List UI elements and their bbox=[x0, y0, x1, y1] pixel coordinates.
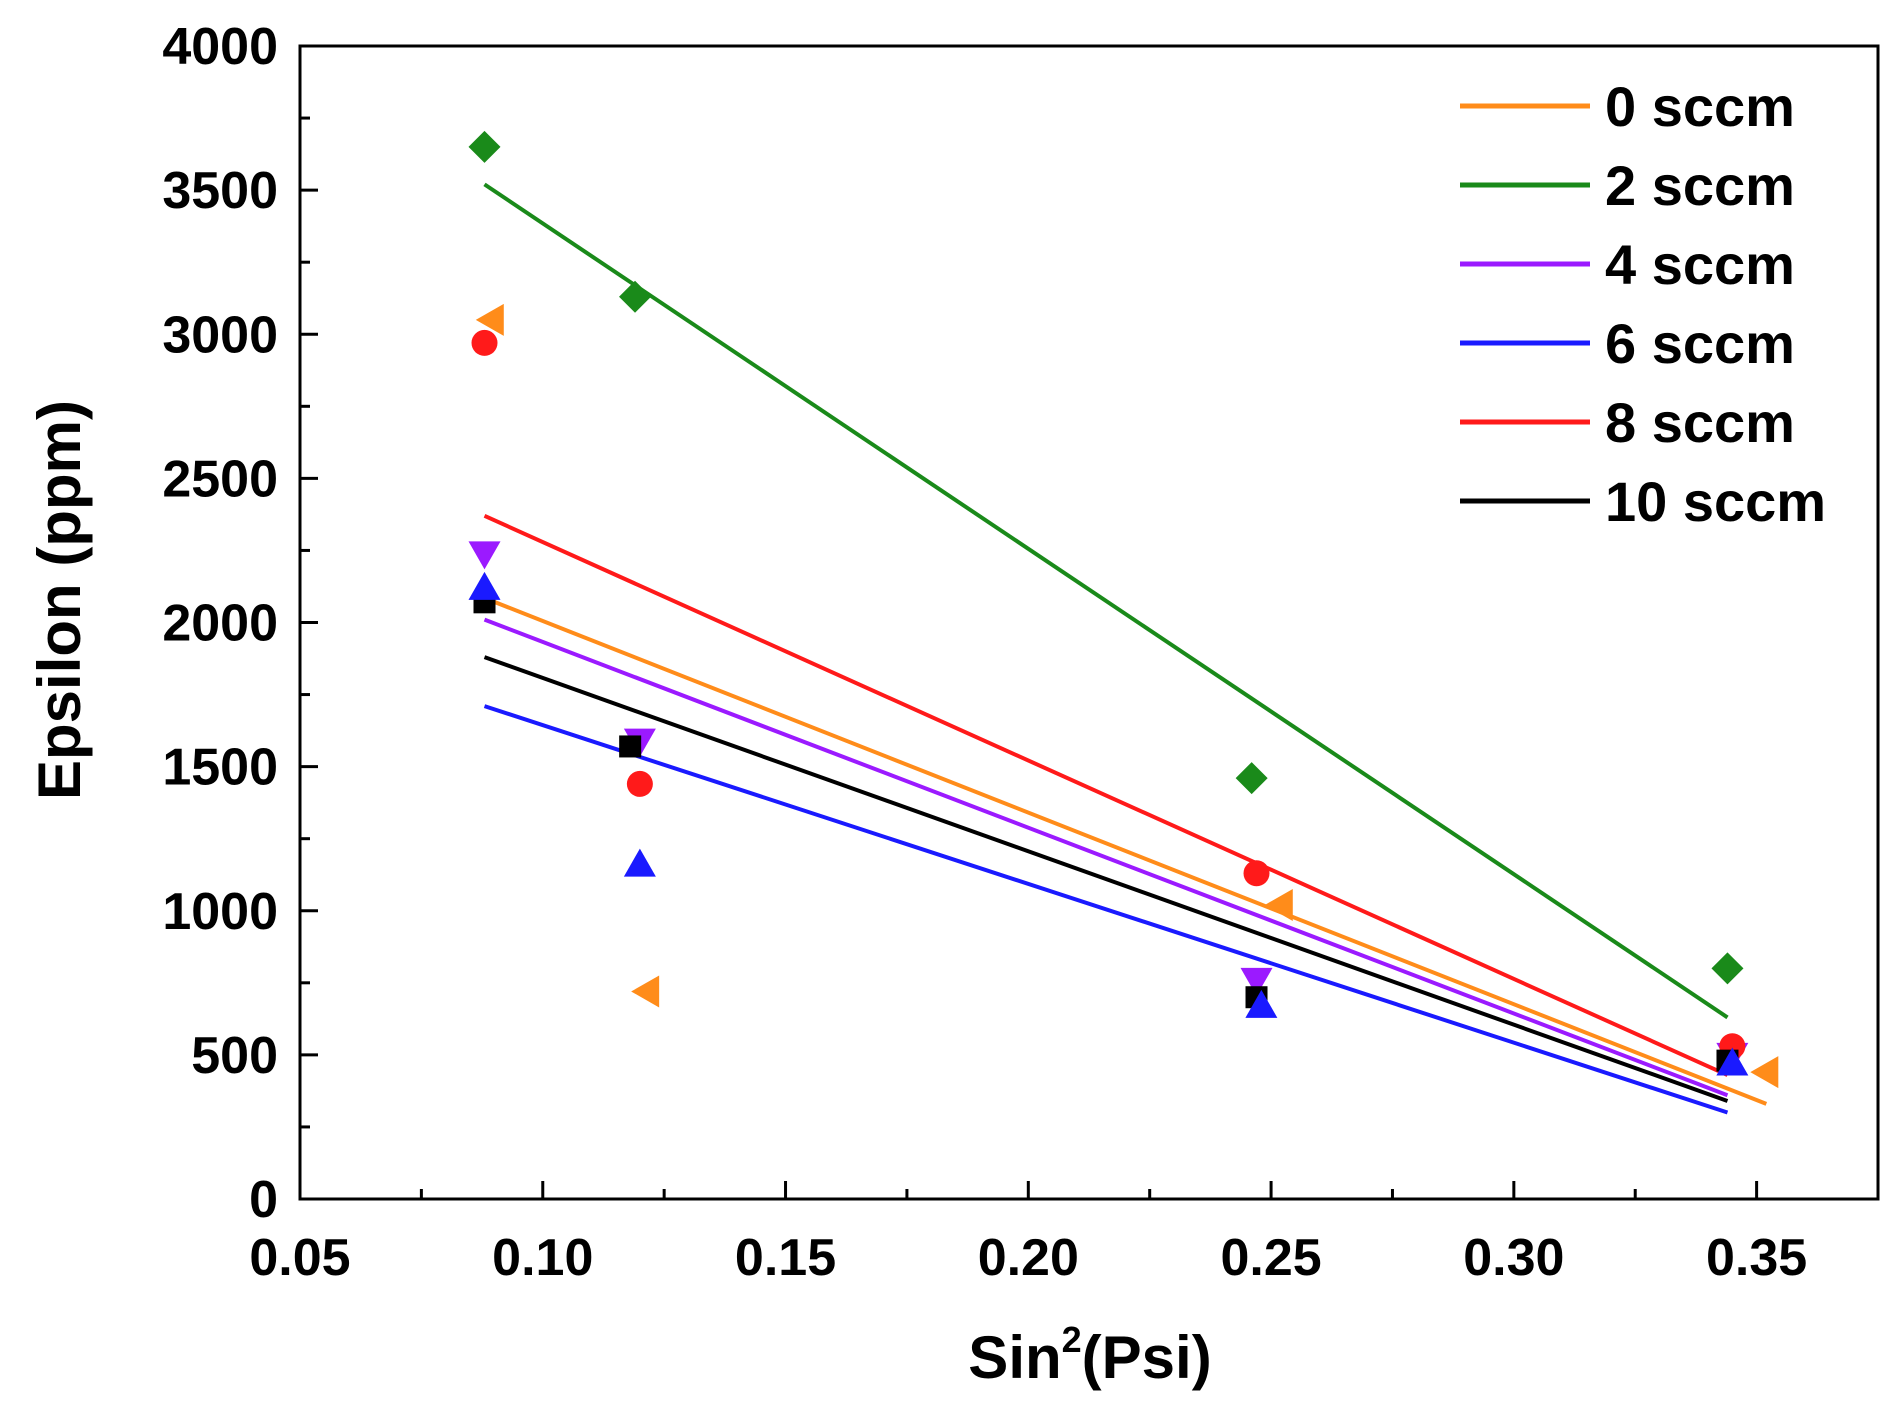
y-tick-label: 4000 bbox=[162, 18, 278, 76]
data-point-0-sccm bbox=[1750, 1056, 1779, 1089]
y-tick-label: 500 bbox=[191, 1027, 278, 1085]
x-axis-title: Sin2(Psi) bbox=[968, 1319, 1211, 1391]
plot-frame bbox=[298, 44, 1880, 1201]
fit-line-4-sccm bbox=[483, 617, 1729, 1098]
y-tick-label: 1500 bbox=[162, 739, 278, 797]
x-axis-title-superscript: 2 bbox=[1062, 1319, 1082, 1360]
legend-label: 8 sccm bbox=[1605, 391, 1795, 454]
data-point-10-sccm bbox=[619, 735, 642, 758]
legend-label: 6 sccm bbox=[1605, 312, 1795, 375]
y-tick-label: 2500 bbox=[162, 450, 278, 508]
data-point-6-sccm bbox=[1716, 1047, 1749, 1076]
legend-label: 2 sccm bbox=[1605, 154, 1795, 217]
x-tick-label: 0.20 bbox=[978, 1229, 1079, 1287]
data-point-2-sccm bbox=[1235, 762, 1268, 795]
x-tick-label: 0.30 bbox=[1463, 1229, 1564, 1287]
data-point-8-sccm bbox=[626, 770, 653, 797]
fit-line-0-sccm bbox=[483, 596, 1768, 1106]
fit-line-8-sccm bbox=[483, 514, 1729, 1077]
y-tick-label: 3500 bbox=[162, 162, 278, 220]
x-tick-label: 0.10 bbox=[492, 1229, 593, 1287]
y-tick-label: 3000 bbox=[162, 306, 278, 364]
x-tick-label: 0.25 bbox=[1220, 1229, 1321, 1287]
y-axis-title: Epsilon (ppm) bbox=[26, 400, 93, 800]
legend-label: 0 sccm bbox=[1605, 75, 1795, 138]
data-point-8-sccm bbox=[1243, 860, 1270, 887]
fit-line-2-sccm bbox=[483, 182, 1729, 1020]
fit-line-10-sccm bbox=[483, 655, 1729, 1103]
x-axis-title-suffix: (Psi) bbox=[1082, 1324, 1212, 1391]
x-tick-label: 0.15 bbox=[735, 1229, 836, 1287]
data-markers bbox=[468, 130, 1779, 1089]
axis-ticks bbox=[298, 44, 1759, 1201]
legend: 0 sccm 2 sccm 4 sccm 6 sccm 8 sccm 10 sccm bbox=[1460, 75, 1826, 533]
data-point-6-sccm bbox=[623, 848, 656, 877]
x-tick-label: 0.05 bbox=[249, 1229, 350, 1287]
legend-label: 4 sccm bbox=[1605, 233, 1795, 296]
y-tick-label: 1000 bbox=[162, 883, 278, 941]
data-point-0-sccm bbox=[631, 975, 660, 1008]
data-point-0-sccm bbox=[1264, 888, 1293, 921]
y-tick-label: 2000 bbox=[162, 595, 278, 653]
data-point-6-sccm bbox=[468, 571, 501, 600]
data-point-2-sccm bbox=[619, 280, 652, 313]
data-point-4-sccm bbox=[468, 541, 501, 570]
data-point-8-sccm bbox=[471, 329, 498, 356]
x-axis-title-prefix: Sin bbox=[968, 1324, 1061, 1391]
data-point-2-sccm bbox=[1711, 952, 1744, 985]
tick-labels: 0.05 0.10 0.15 0.20 0.25 0.30 0.35 0 500 1000 1500… bbox=[162, 18, 1807, 1287]
data-point-2-sccm bbox=[468, 130, 501, 163]
fit-line-6-sccm bbox=[483, 704, 1729, 1115]
data-point-0-sccm bbox=[475, 303, 504, 336]
fit-lines bbox=[483, 182, 1768, 1115]
data-point-4-sccm bbox=[1240, 967, 1273, 996]
y-tick-label: 0 bbox=[249, 1171, 278, 1229]
x-tick-label: 0.35 bbox=[1706, 1229, 1807, 1287]
legend-label: 10 sccm bbox=[1605, 470, 1826, 533]
data-point-6-sccm bbox=[1245, 989, 1278, 1018]
